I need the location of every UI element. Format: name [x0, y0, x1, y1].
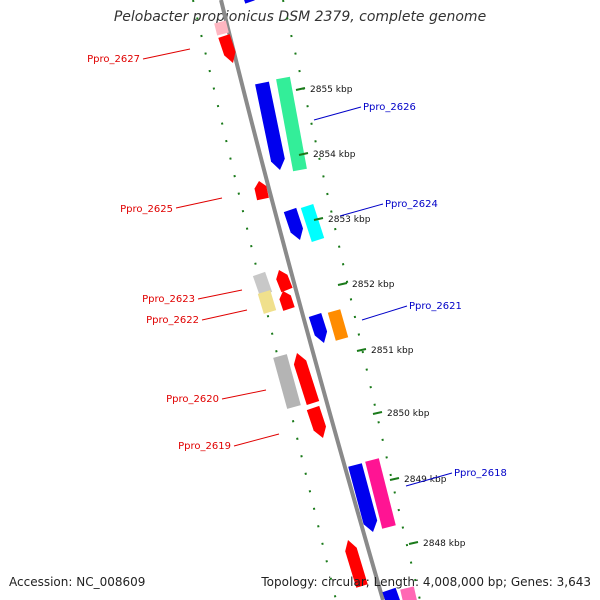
gene-bar-plus — [365, 458, 396, 529]
scale-tick-label: 2852 kbp — [352, 280, 395, 290]
cds-arrow-plus — [244, 0, 255, 4]
gene-label: Ppro_2627 — [87, 54, 140, 65]
cds-arrow-minus — [279, 291, 295, 311]
cds-arrow-minus — [276, 270, 293, 293]
gene-label-leader — [361, 305, 408, 321]
cds-arrow-minus — [218, 34, 236, 63]
genome-summary-text: Topology: circular; Length: 4,008,000 bp… — [261, 575, 591, 589]
gene-bar-minus — [252, 271, 273, 297]
cds-arrow-minus — [293, 353, 320, 405]
gene-bar-minus — [257, 290, 277, 314]
scale-tick-mark — [295, 87, 306, 91]
gene-label: Ppro_2623 — [142, 294, 195, 305]
gene-bar-minus — [273, 354, 301, 409]
gene-label-leader — [221, 389, 267, 400]
scale-tick-mark — [389, 477, 400, 481]
map-title: Pelobacter propionicus DSM 2379, complet… — [113, 9, 487, 25]
gene-label-leader — [201, 309, 248, 321]
gene-label-leader — [197, 289, 243, 300]
scale-tick-label: 2853 kbp — [328, 215, 371, 225]
feature-group — [214, 0, 417, 600]
gene-bar-plus — [327, 309, 349, 341]
scale-tick-label: 2851 kbp — [371, 346, 414, 356]
scale-tick-group: 2855 kbp 2854 kbp 2853 kbp 2852 kbp 2851 kbp… — [295, 85, 466, 549]
gene-label: Ppro_2626 — [363, 102, 416, 113]
gene-label-leader — [339, 203, 384, 217]
ruler-group — [192, 0, 421, 600]
scale-tick-mark — [372, 411, 383, 415]
gene-bar-plus — [400, 586, 417, 600]
scale-tick-label: 2855 kbp — [310, 85, 353, 95]
gene-bar-plus — [300, 204, 325, 242]
cds-arrow-plus — [348, 463, 378, 532]
gene-label-leader — [313, 106, 362, 121]
gene-label-leader — [233, 433, 280, 447]
gene-label-group: Ppro_2627 Ppro_2626 Ppro_2625 Ppro_2624 Ppro… — [87, 48, 507, 487]
scale-tick-mark — [356, 348, 367, 352]
backbone-line — [219, 0, 385, 600]
scale-tick-label: 2849 kbp — [404, 475, 447, 485]
gene-label: Ppro_2622 — [146, 315, 199, 326]
scale-tick-mark — [298, 152, 309, 156]
cds-arrow-plus — [382, 587, 400, 600]
scale-tick-mark — [337, 282, 348, 286]
gene-label: Ppro_2621 — [409, 301, 462, 312]
gene-bar-minus — [214, 20, 229, 36]
gene-label: Ppro_2624 — [385, 199, 438, 210]
cds-arrow-plus — [283, 207, 303, 240]
gene-label-leader — [175, 197, 223, 209]
cds-arrow-minus — [345, 540, 368, 588]
gene-label: Ppro_2618 — [454, 468, 507, 479]
gene-label: Ppro_2619 — [178, 441, 231, 452]
cds-arrow-plus — [255, 81, 285, 170]
gene-label-leader — [405, 472, 453, 487]
gene-label-leader — [142, 48, 191, 60]
backbone-group — [219, 0, 385, 600]
cds-arrow-minus — [306, 405, 326, 438]
gene-label: Ppro_2625 — [120, 204, 173, 215]
scale-tick-mark — [408, 541, 419, 545]
gene-label: Ppro_2620 — [166, 394, 219, 405]
scale-tick-label: 2854 kbp — [313, 150, 356, 160]
accession-text: Accession: NC_008609 — [9, 575, 146, 589]
scale-tick-mark — [313, 217, 324, 221]
ruler-plus — [282, 0, 421, 600]
scale-tick-label: 2848 kbp — [423, 539, 466, 549]
gene-bar-plus — [276, 76, 307, 172]
cds-arrow-minus — [254, 181, 269, 201]
scale-tick-label: 2850 kbp — [387, 409, 430, 419]
cds-arrow-plus — [308, 313, 328, 343]
